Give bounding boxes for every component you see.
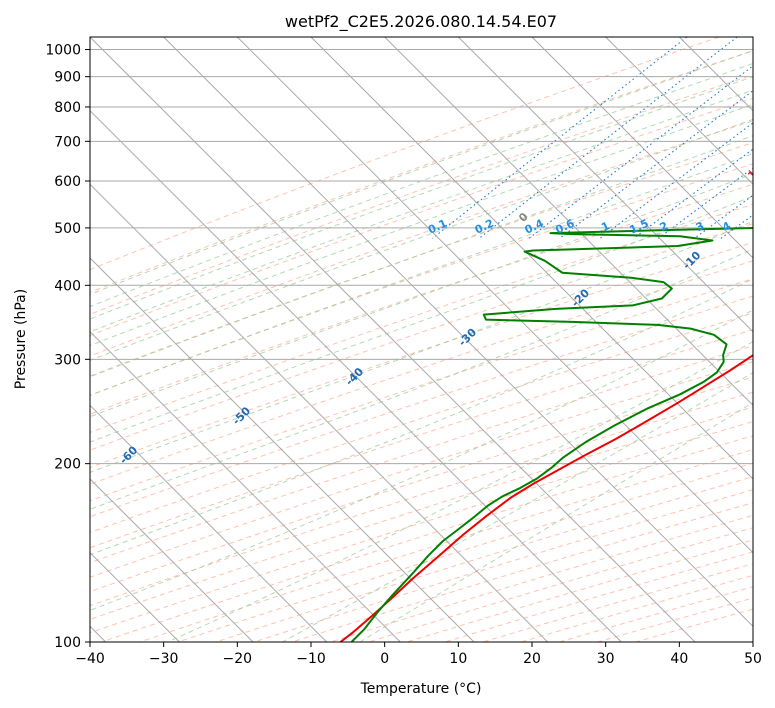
x-tick-label: 10 bbox=[449, 651, 467, 667]
isotherm-line bbox=[90, 109, 622, 642]
moist-adiabat-line bbox=[90, 195, 753, 443]
dry-adiabat-line bbox=[90, 260, 753, 485]
moist-adiabat-line bbox=[90, 278, 753, 556]
isotherm-line bbox=[384, 37, 753, 407]
isotherm-line bbox=[605, 37, 753, 186]
x-axis-label: Temperature (°C) bbox=[360, 681, 482, 697]
isotherm-line bbox=[90, 257, 475, 642]
dry-adiabat-line bbox=[90, 345, 753, 564]
dry-adiabat-line bbox=[90, 50, 753, 293]
dry-adiabat-line bbox=[90, 163, 753, 396]
background-lines bbox=[90, 37, 753, 642]
y-axis-label: Pressure (hPa) bbox=[13, 289, 29, 389]
moist-adiabat-line bbox=[90, 76, 753, 320]
y-axis: 100 200 300 400 500 600 700 800 900 1000 bbox=[45, 43, 90, 651]
series-layer bbox=[339, 226, 753, 642]
y-tick-label: 200 bbox=[54, 457, 81, 473]
dry-adiabat-line bbox=[90, 97, 753, 337]
x-tick-label: 40 bbox=[670, 651, 688, 667]
y-tick-label: 900 bbox=[54, 70, 81, 86]
moist-adiabat-line bbox=[90, 89, 753, 333]
y-tick-label: 100 bbox=[54, 635, 81, 651]
mixing-ratio-line bbox=[658, 167, 753, 239]
grid-lines bbox=[90, 37, 753, 642]
isotherm-line bbox=[90, 183, 549, 642]
moist-adiabat-line bbox=[90, 118, 753, 361]
dewpoint-profile-line bbox=[350, 226, 753, 642]
x-tick-label: 0 bbox=[380, 651, 389, 667]
mixing-ratio-line bbox=[432, 37, 688, 239]
mixing-ratio-line bbox=[478, 37, 738, 239]
y-tick-label: 700 bbox=[54, 134, 81, 150]
y-tick-label: 1000 bbox=[45, 43, 81, 59]
x-tick-label: 20 bbox=[523, 651, 541, 667]
dry-adiabat-line bbox=[90, 203, 753, 433]
x-tick-label: −10 bbox=[296, 651, 326, 667]
isotherm-line bbox=[90, 330, 401, 642]
dry-adiabat-line bbox=[90, 142, 753, 377]
x-axis: −40 −30 −20 −10 0 10 20 30 40 50 bbox=[75, 642, 762, 667]
moist-adiabat-line bbox=[90, 220, 753, 473]
dry-adiabat-line bbox=[90, 391, 753, 607]
moist-adiabat-line bbox=[90, 63, 753, 308]
dry-adiabat-line bbox=[90, 241, 753, 469]
isotherm-line bbox=[90, 404, 328, 642]
moist-adiabat-line bbox=[90, 309, 753, 611]
y-tick-label: 500 bbox=[54, 221, 81, 237]
y-tick-label: 600 bbox=[54, 174, 81, 190]
isotherm-line bbox=[531, 37, 753, 259]
y-tick-label: 400 bbox=[54, 278, 81, 294]
temperature-profile-line bbox=[339, 353, 753, 642]
isotherm-line bbox=[90, 37, 696, 642]
dry-adiabat-line bbox=[90, 74, 753, 315]
isotherm-line bbox=[236, 37, 753, 554]
isotherm-line bbox=[90, 478, 254, 642]
x-tick-label: −20 bbox=[223, 651, 253, 667]
isotherm-line bbox=[310, 37, 753, 480]
chart-title: wetPf2_C2E5.2026.080.14.54.E07 bbox=[285, 12, 557, 32]
dry-adiabat-line bbox=[90, 295, 753, 518]
x-tick-label: 30 bbox=[597, 651, 615, 667]
x-tick-label: −30 bbox=[149, 651, 179, 667]
dry-adiabat-line bbox=[90, 183, 753, 415]
dry-adiabat-line bbox=[90, 37, 720, 271]
moist-adiabat-line bbox=[90, 50, 753, 296]
plot-frame bbox=[89, 36, 754, 643]
y-tick-label: 800 bbox=[54, 100, 81, 116]
x-tick-label: −40 bbox=[75, 651, 105, 667]
moist-adiabat-line bbox=[90, 153, 753, 396]
isotherm-line bbox=[457, 37, 753, 333]
line-label: 10 bbox=[745, 162, 765, 182]
x-tick-label: 50 bbox=[744, 651, 762, 667]
dry-adiabat-line bbox=[90, 329, 753, 549]
y-tick-label: 300 bbox=[54, 352, 81, 368]
isotherm-line bbox=[163, 37, 753, 628]
